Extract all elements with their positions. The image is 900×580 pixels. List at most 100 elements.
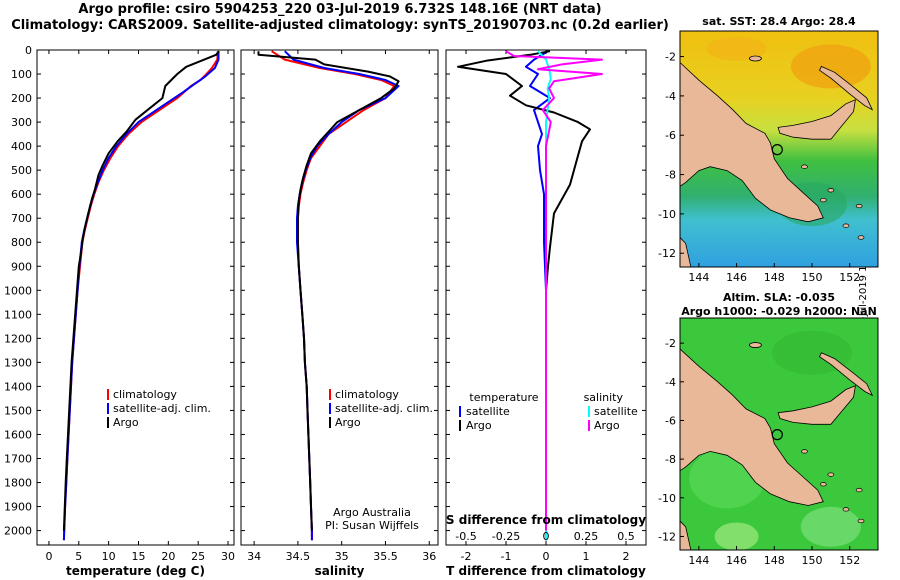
map-y-tick-label: -2: [665, 51, 676, 64]
y-tick-label: 1600: [4, 428, 32, 441]
y-tick-label: 100: [11, 68, 32, 81]
panel-1: 0100200300400500600700800900100011001200…: [4, 44, 235, 578]
y-tick-label: 1400: [4, 380, 32, 393]
legend-heading-temperature: temperature: [469, 391, 538, 404]
argo-float-marker: [771, 144, 783, 156]
map-frame: [679, 30, 879, 268]
sst-map-title: sat. SST: 28.4 Argo: 28.4: [702, 15, 856, 28]
series-line-t-argo: [457, 50, 591, 531]
small-island: [819, 197, 827, 203]
sla-patch: [714, 522, 759, 550]
small-island: [842, 507, 850, 512]
map-y-tick-label: -12: [658, 530, 676, 543]
y-tick-label: 1100: [4, 308, 32, 321]
legend-label: Argo: [466, 419, 492, 432]
y-tick-label: 1000: [4, 284, 32, 297]
x-tick-label: 20: [161, 550, 175, 563]
sla-patch: [800, 506, 861, 547]
y-tick-label: 200: [11, 92, 32, 105]
new-guinea-land: [680, 61, 824, 223]
x-axis-label: salinity: [315, 564, 365, 578]
small-island: [855, 203, 863, 209]
x-tick-label: 5: [75, 550, 82, 563]
legend-label: satellite-adj. clim.: [335, 402, 433, 415]
x-tick-label: -1: [501, 550, 512, 563]
y-tick-label: 900: [11, 260, 32, 273]
small-island: [857, 235, 865, 240]
map-x-tick-label: 146: [726, 554, 747, 567]
small-island: [827, 188, 835, 193]
series-line-s-satellite: [537, 50, 552, 541]
x-tick-label: 0: [45, 550, 52, 563]
small-island: [801, 449, 808, 454]
map-x-tick-label: 152: [839, 271, 860, 284]
series-line-s-argo: [505, 50, 603, 531]
small-island: [842, 223, 850, 228]
x-tick-label: 35.5: [373, 550, 398, 563]
y-tick-label: 1200: [4, 332, 32, 345]
series-line-argo: [257, 51, 400, 531]
chart-title-line2: Climatology: CARS2009. Satellite-adjuste…: [11, 18, 669, 33]
manus-island: [749, 55, 762, 62]
y-tick-label: 0: [25, 44, 32, 57]
small-island: [801, 164, 808, 169]
credit-text: Argo Australia: [333, 506, 411, 519]
y-tick-label: 500: [11, 164, 32, 177]
manus-island: [749, 342, 762, 348]
x-tick-label: 34.5: [286, 550, 311, 563]
panel-3: -2 -1 0 1 2T difference from climatology: [445, 49, 647, 578]
panel-2: 34 34.5 35 35.5 36 salinity: [240, 49, 439, 578]
sla-map-title: Altim. SLA: -0.035: [722, 291, 836, 304]
y-tick-label: 700: [11, 212, 32, 225]
x-tick-label: 0: [543, 550, 550, 563]
x-tick-label: 15: [131, 550, 145, 563]
map-x-tick-label: 146: [726, 271, 747, 284]
australia-land: [680, 520, 692, 550]
new-britain-land: [777, 385, 856, 425]
x-tick-label: 34: [247, 550, 261, 563]
map-x-tick-label: 144: [688, 554, 709, 567]
s-diff-tick-label: 0.25: [574, 530, 599, 543]
y-tick-label: 800: [11, 236, 32, 249]
map-y-tick-label: -10: [658, 492, 676, 505]
map-y-tick-label: -8: [665, 453, 676, 466]
new-ireland-land: [818, 65, 874, 111]
y-tick-label: 1500: [4, 404, 32, 417]
x-axis-label: temperature (deg C): [66, 564, 205, 578]
legend-label: satellite: [594, 405, 638, 418]
s-diff-tick-label: 0: [543, 530, 550, 543]
y-tick-label: 300: [11, 116, 32, 129]
map-x-tick-label: 148: [764, 554, 785, 567]
series-line-climatology: [62, 51, 219, 541]
map-frame: [679, 317, 879, 551]
y-tick-label: 400: [11, 140, 32, 153]
x-tick-label: 1: [583, 550, 590, 563]
plot-frame: [240, 49, 439, 546]
series-line-climatology: [271, 50, 396, 541]
legend-label: satellite-adj. clim.: [113, 402, 211, 415]
map-y-tick-label: -10: [658, 208, 676, 221]
y-tick-label: 1900: [4, 501, 32, 514]
map-x-tick-label: 148: [764, 271, 785, 284]
x-axis-label: T difference from climatology: [446, 564, 646, 578]
y-tick-label: 1800: [4, 477, 32, 490]
map-y-tick-label: -12: [658, 247, 676, 260]
argo-float-marker: [771, 429, 783, 441]
map-y-tick-label: -4: [665, 90, 676, 103]
series-line-argo: [62, 50, 220, 531]
s-diff-tick-label: -0.25: [492, 530, 520, 543]
s-diff-tick-label: -0.5: [455, 530, 476, 543]
legend-label: satellite: [466, 405, 510, 418]
s-diff-tick-label: 0.5: [617, 530, 635, 543]
y-tick-label: 2000: [4, 525, 32, 538]
small-island: [819, 482, 827, 487]
small-island: [827, 472, 835, 477]
legend-label: climatology: [113, 388, 177, 401]
x-tick-label: 2: [623, 550, 630, 563]
legend-label: Argo: [594, 419, 620, 432]
x-tick-label: 10: [102, 550, 116, 563]
series-line-satellite-adj-clim-: [62, 51, 220, 541]
map-y-tick-label: -6: [665, 129, 676, 142]
x-tick-label: 25: [191, 550, 205, 563]
